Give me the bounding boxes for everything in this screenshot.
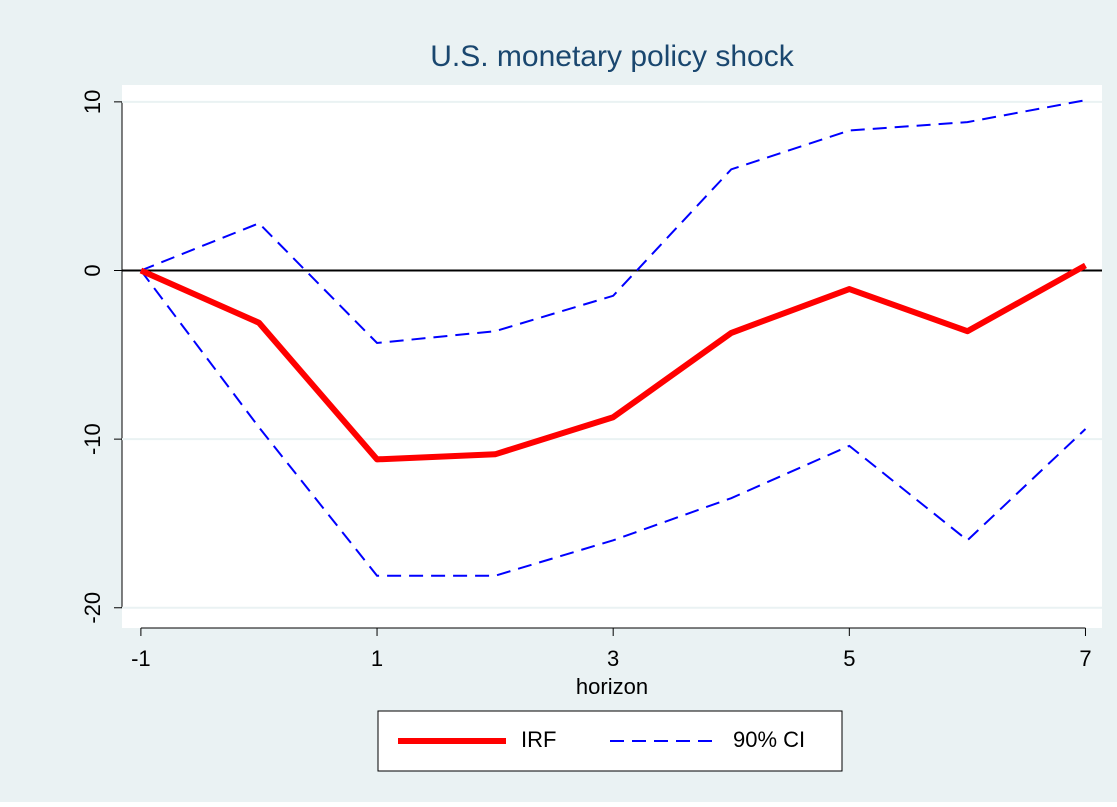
line-values <box>139 262 1087 463</box>
y-tick-label: -10 <box>80 423 105 455</box>
x-tick-label: 7 <box>1079 646 1091 671</box>
legend-label: 90% CI <box>733 727 805 752</box>
y-tick-label: 0 <box>80 264 105 276</box>
y-tick-label: -20 <box>80 592 105 624</box>
x-tick-label: -1 <box>131 646 151 671</box>
x-axis-label: horizon <box>576 674 648 699</box>
chart-title: U.S. monetary policy shock <box>430 40 794 73</box>
x-tick-label: 3 <box>607 646 619 671</box>
x-tick-label: 5 <box>843 646 855 671</box>
x-tick-label: 1 <box>371 646 383 671</box>
y-tick-label: 10 <box>80 90 105 114</box>
line-values <box>140 99 1086 345</box>
plot-area <box>122 85 1102 628</box>
legend-label: IRF <box>521 727 556 752</box>
line-lower <box>140 269 1087 577</box>
